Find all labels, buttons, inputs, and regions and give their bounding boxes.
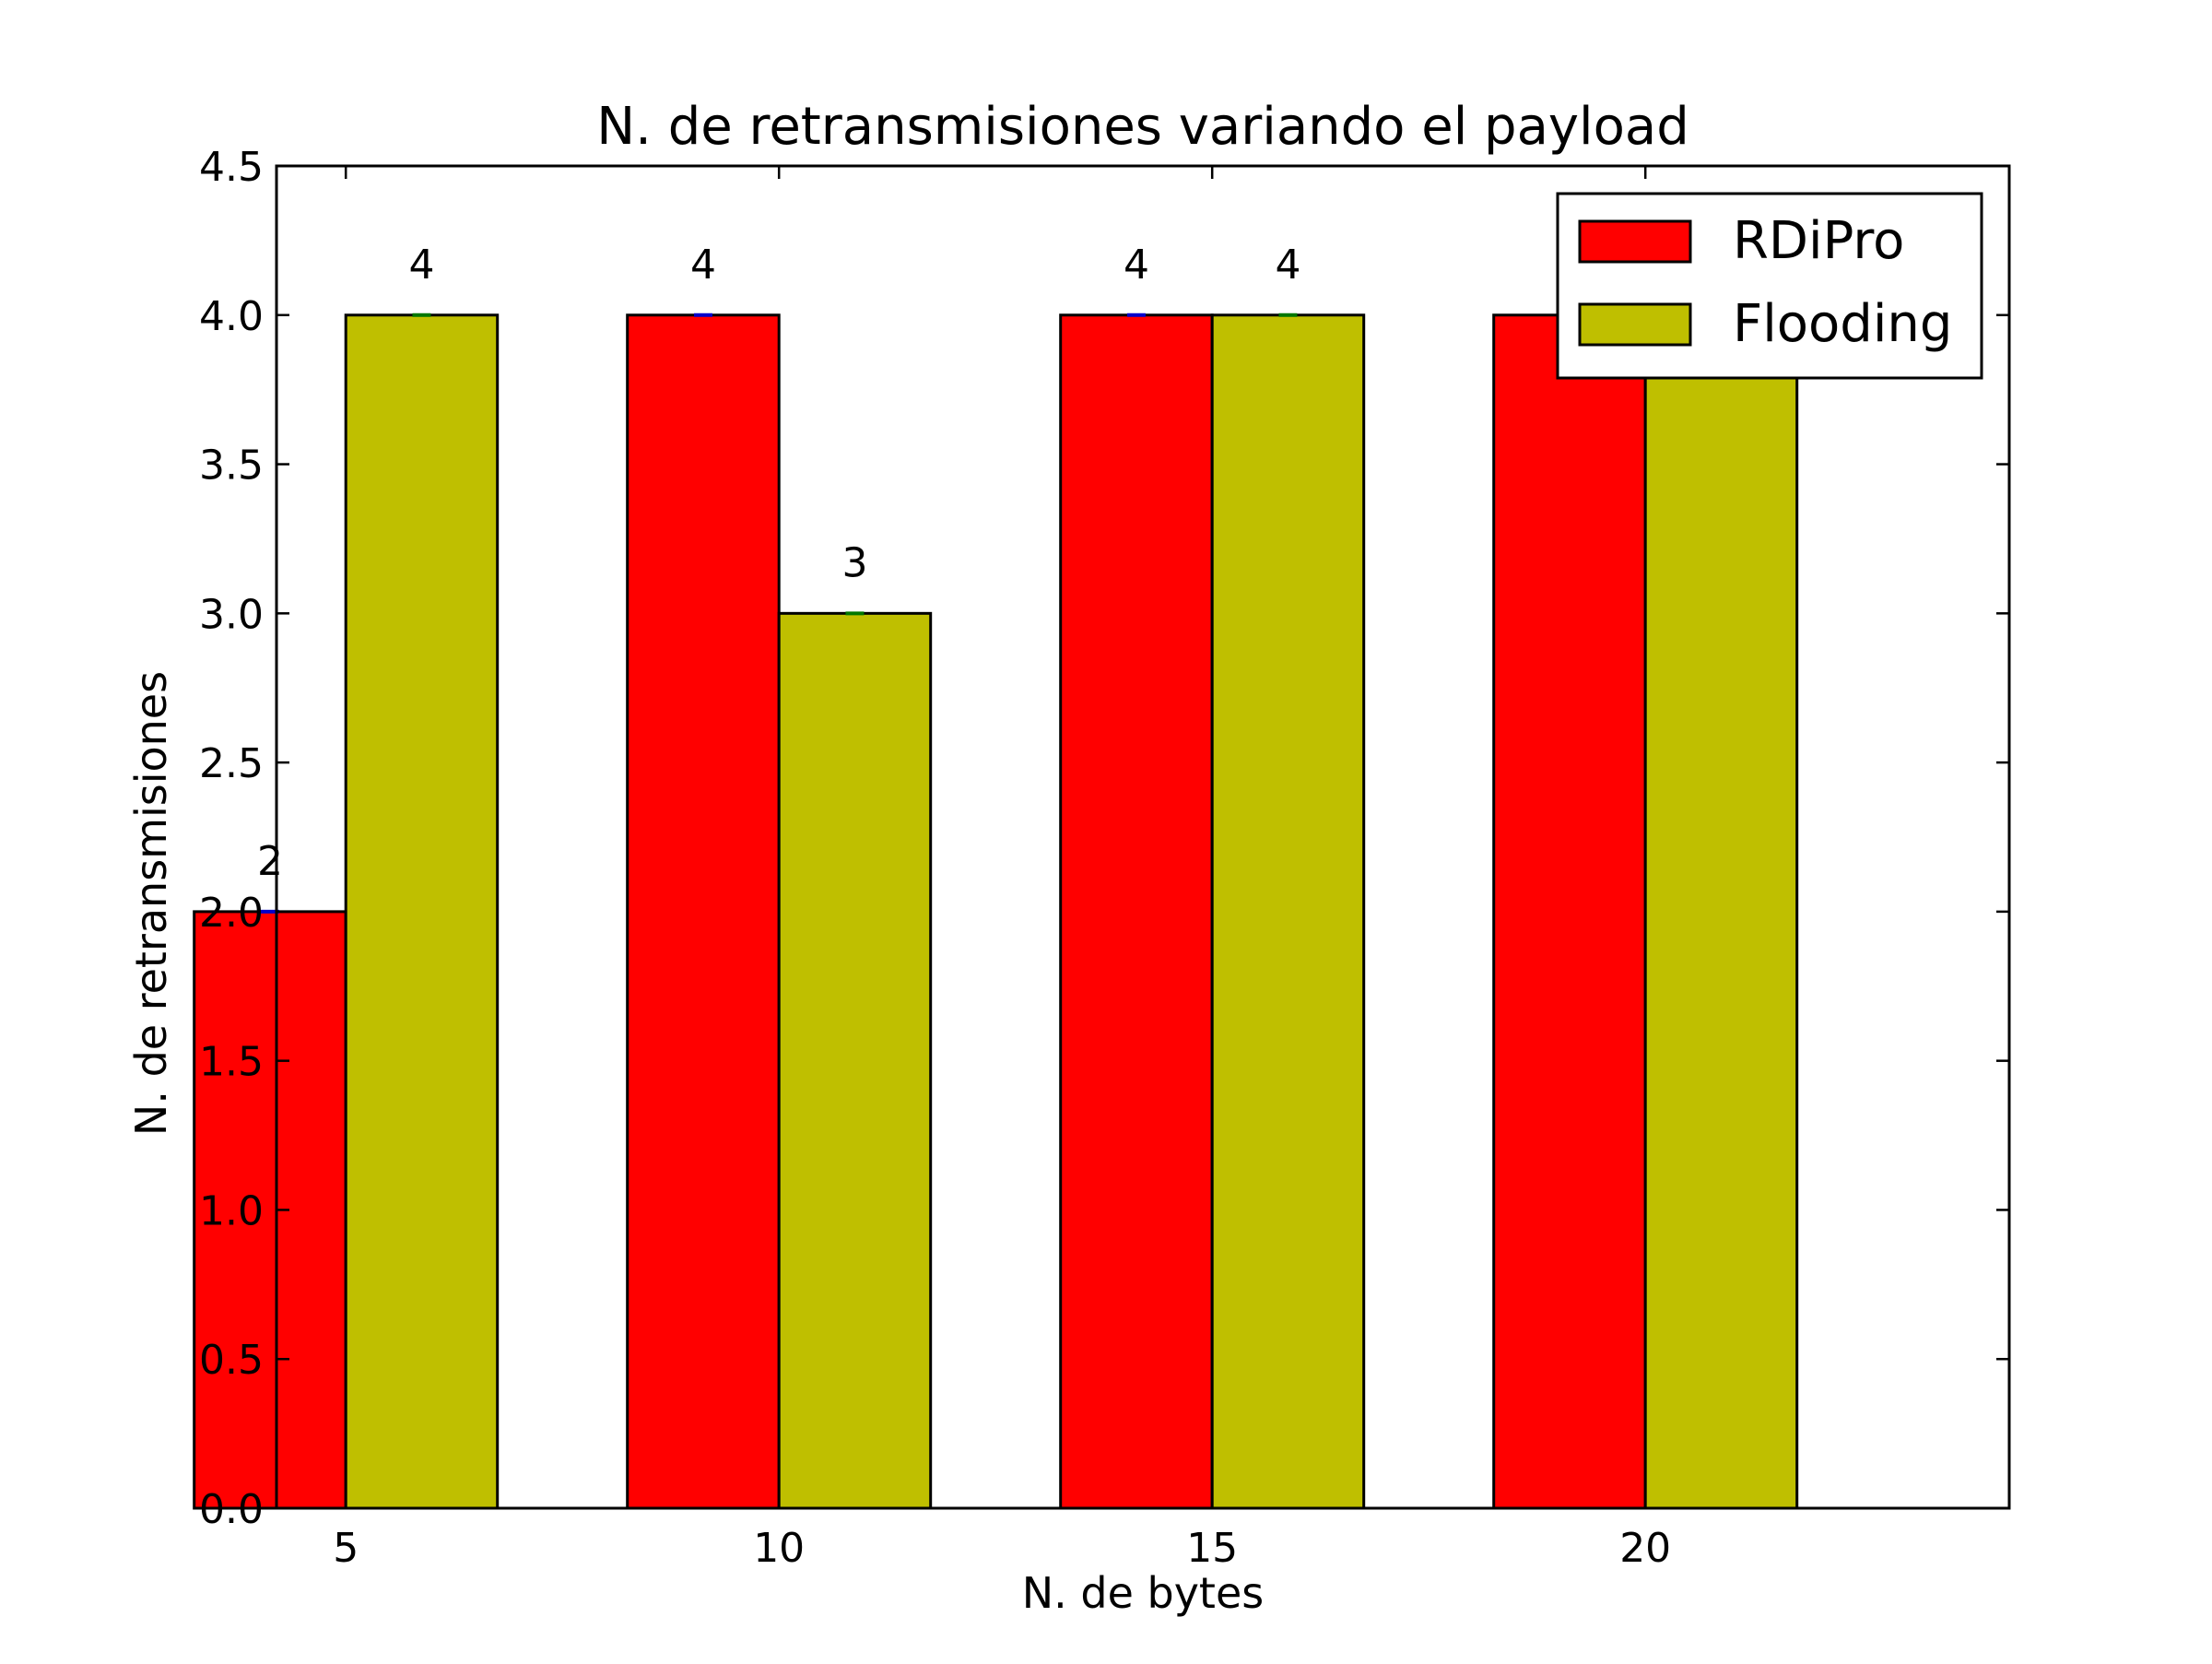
- x-tick-label-5: 5: [333, 1525, 359, 1572]
- data-label-flooding-10: 3: [841, 539, 867, 586]
- y-tick-label-3.0: 3.0: [199, 591, 264, 638]
- y-tick-label-3.5: 3.5: [199, 443, 264, 490]
- data-label-flooding-15: 4: [1275, 242, 1300, 289]
- axes-frame: [275, 164, 2011, 1510]
- data-label-flooding-5: 4: [408, 242, 434, 289]
- x-tick-label-15: 15: [1186, 1525, 1238, 1572]
- legend-box: [1556, 192, 1983, 380]
- y-tick-label-1.0: 1.0: [199, 1187, 264, 1234]
- y-axis-label: N. de retransmisiones: [126, 671, 176, 1136]
- y-tick-label-4.5: 4.5: [199, 144, 264, 191]
- y-tick-label-4.0: 4.0: [199, 293, 264, 340]
- legend-swatch-rdipro: [1578, 219, 1692, 264]
- legend: RDiPro Flooding: [1556, 192, 1983, 380]
- y-tick-label-2.0: 2.0: [199, 890, 264, 937]
- legend-label-flooding: Flooding: [1733, 294, 1952, 354]
- y-tick-label-0.5: 0.5: [199, 1337, 264, 1384]
- plot-area: 2 4 4 4 3 4 5 10 15 20 0.0 0.5 1.0 1.5 2.0 2.5 3.0 3.5 4.0…: [193, 144, 2011, 1572]
- bar-flooding-20: [1643, 313, 1799, 1510]
- data-label-rdipro-5: 2: [257, 838, 283, 885]
- bar-rdipro-15: [1059, 313, 1214, 1510]
- chart-title: N. de retransmisiones variando el payloa…: [596, 97, 1689, 157]
- y-tick-label-1.5: 1.5: [199, 1039, 264, 1086]
- bar-flooding-5: [344, 313, 500, 1510]
- x-tick-label-10: 10: [753, 1525, 805, 1572]
- y-tick-label-2.5: 2.5: [199, 740, 264, 787]
- bar-rdipro-5: [193, 910, 347, 1510]
- bar-rdipro-10: [626, 313, 781, 1510]
- data-label-rdipro-15: 4: [1124, 242, 1149, 289]
- x-axis-label: N. de bytes: [1022, 1568, 1265, 1618]
- bar-rdipro-20: [1492, 313, 1647, 1510]
- legend-swatch-flooding: [1578, 302, 1692, 347]
- bar-flooding-10: [777, 611, 933, 1510]
- y-tick-label-0.0: 0.0: [199, 1486, 264, 1533]
- legend-label-rdipro: RDiPro: [1733, 211, 1904, 271]
- x-tick-label-20: 20: [1619, 1525, 1671, 1572]
- bar-flooding-15: [1210, 313, 1366, 1510]
- data-label-rdipro-10: 4: [690, 242, 716, 289]
